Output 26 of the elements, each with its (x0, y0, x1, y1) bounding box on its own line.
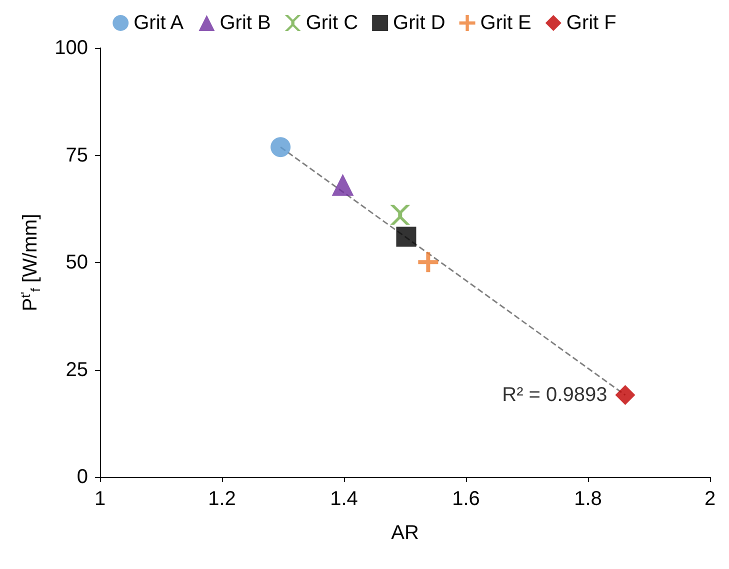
x-tick-label: 1 (94, 488, 106, 510)
point (418, 252, 438, 272)
x-tick-label: 1.8 (574, 488, 602, 510)
legend-label: Grit A (134, 12, 184, 34)
point (270, 137, 291, 158)
y-axis-title: Pt'f [W/mm] (18, 214, 43, 312)
y-tick-label: 75 (66, 144, 88, 166)
legend-label: Grit B (220, 12, 271, 34)
legend-label: Grit F (566, 12, 616, 34)
point (615, 385, 636, 406)
legend-label: Grit C (306, 12, 358, 34)
x-tick-label: 2 (704, 488, 716, 510)
annotation: R² = 0.9893 (502, 384, 608, 406)
x-tick-label: 1.6 (452, 488, 480, 510)
legend-label: Grit E (480, 12, 532, 34)
point (396, 226, 416, 247)
y-tick-label: 50 (66, 252, 88, 274)
y-tick-label: 25 (66, 358, 88, 381)
legend-label: Grit D (393, 12, 446, 34)
point (332, 174, 354, 196)
point (390, 204, 410, 225)
x-tick-label: 1.4 (330, 488, 358, 510)
x-tick-label: 1.2 (208, 488, 236, 510)
x-axis-title: AR (391, 522, 419, 544)
y-tick-label: 100 (54, 37, 88, 59)
y-tick-label: 0 (76, 466, 88, 488)
